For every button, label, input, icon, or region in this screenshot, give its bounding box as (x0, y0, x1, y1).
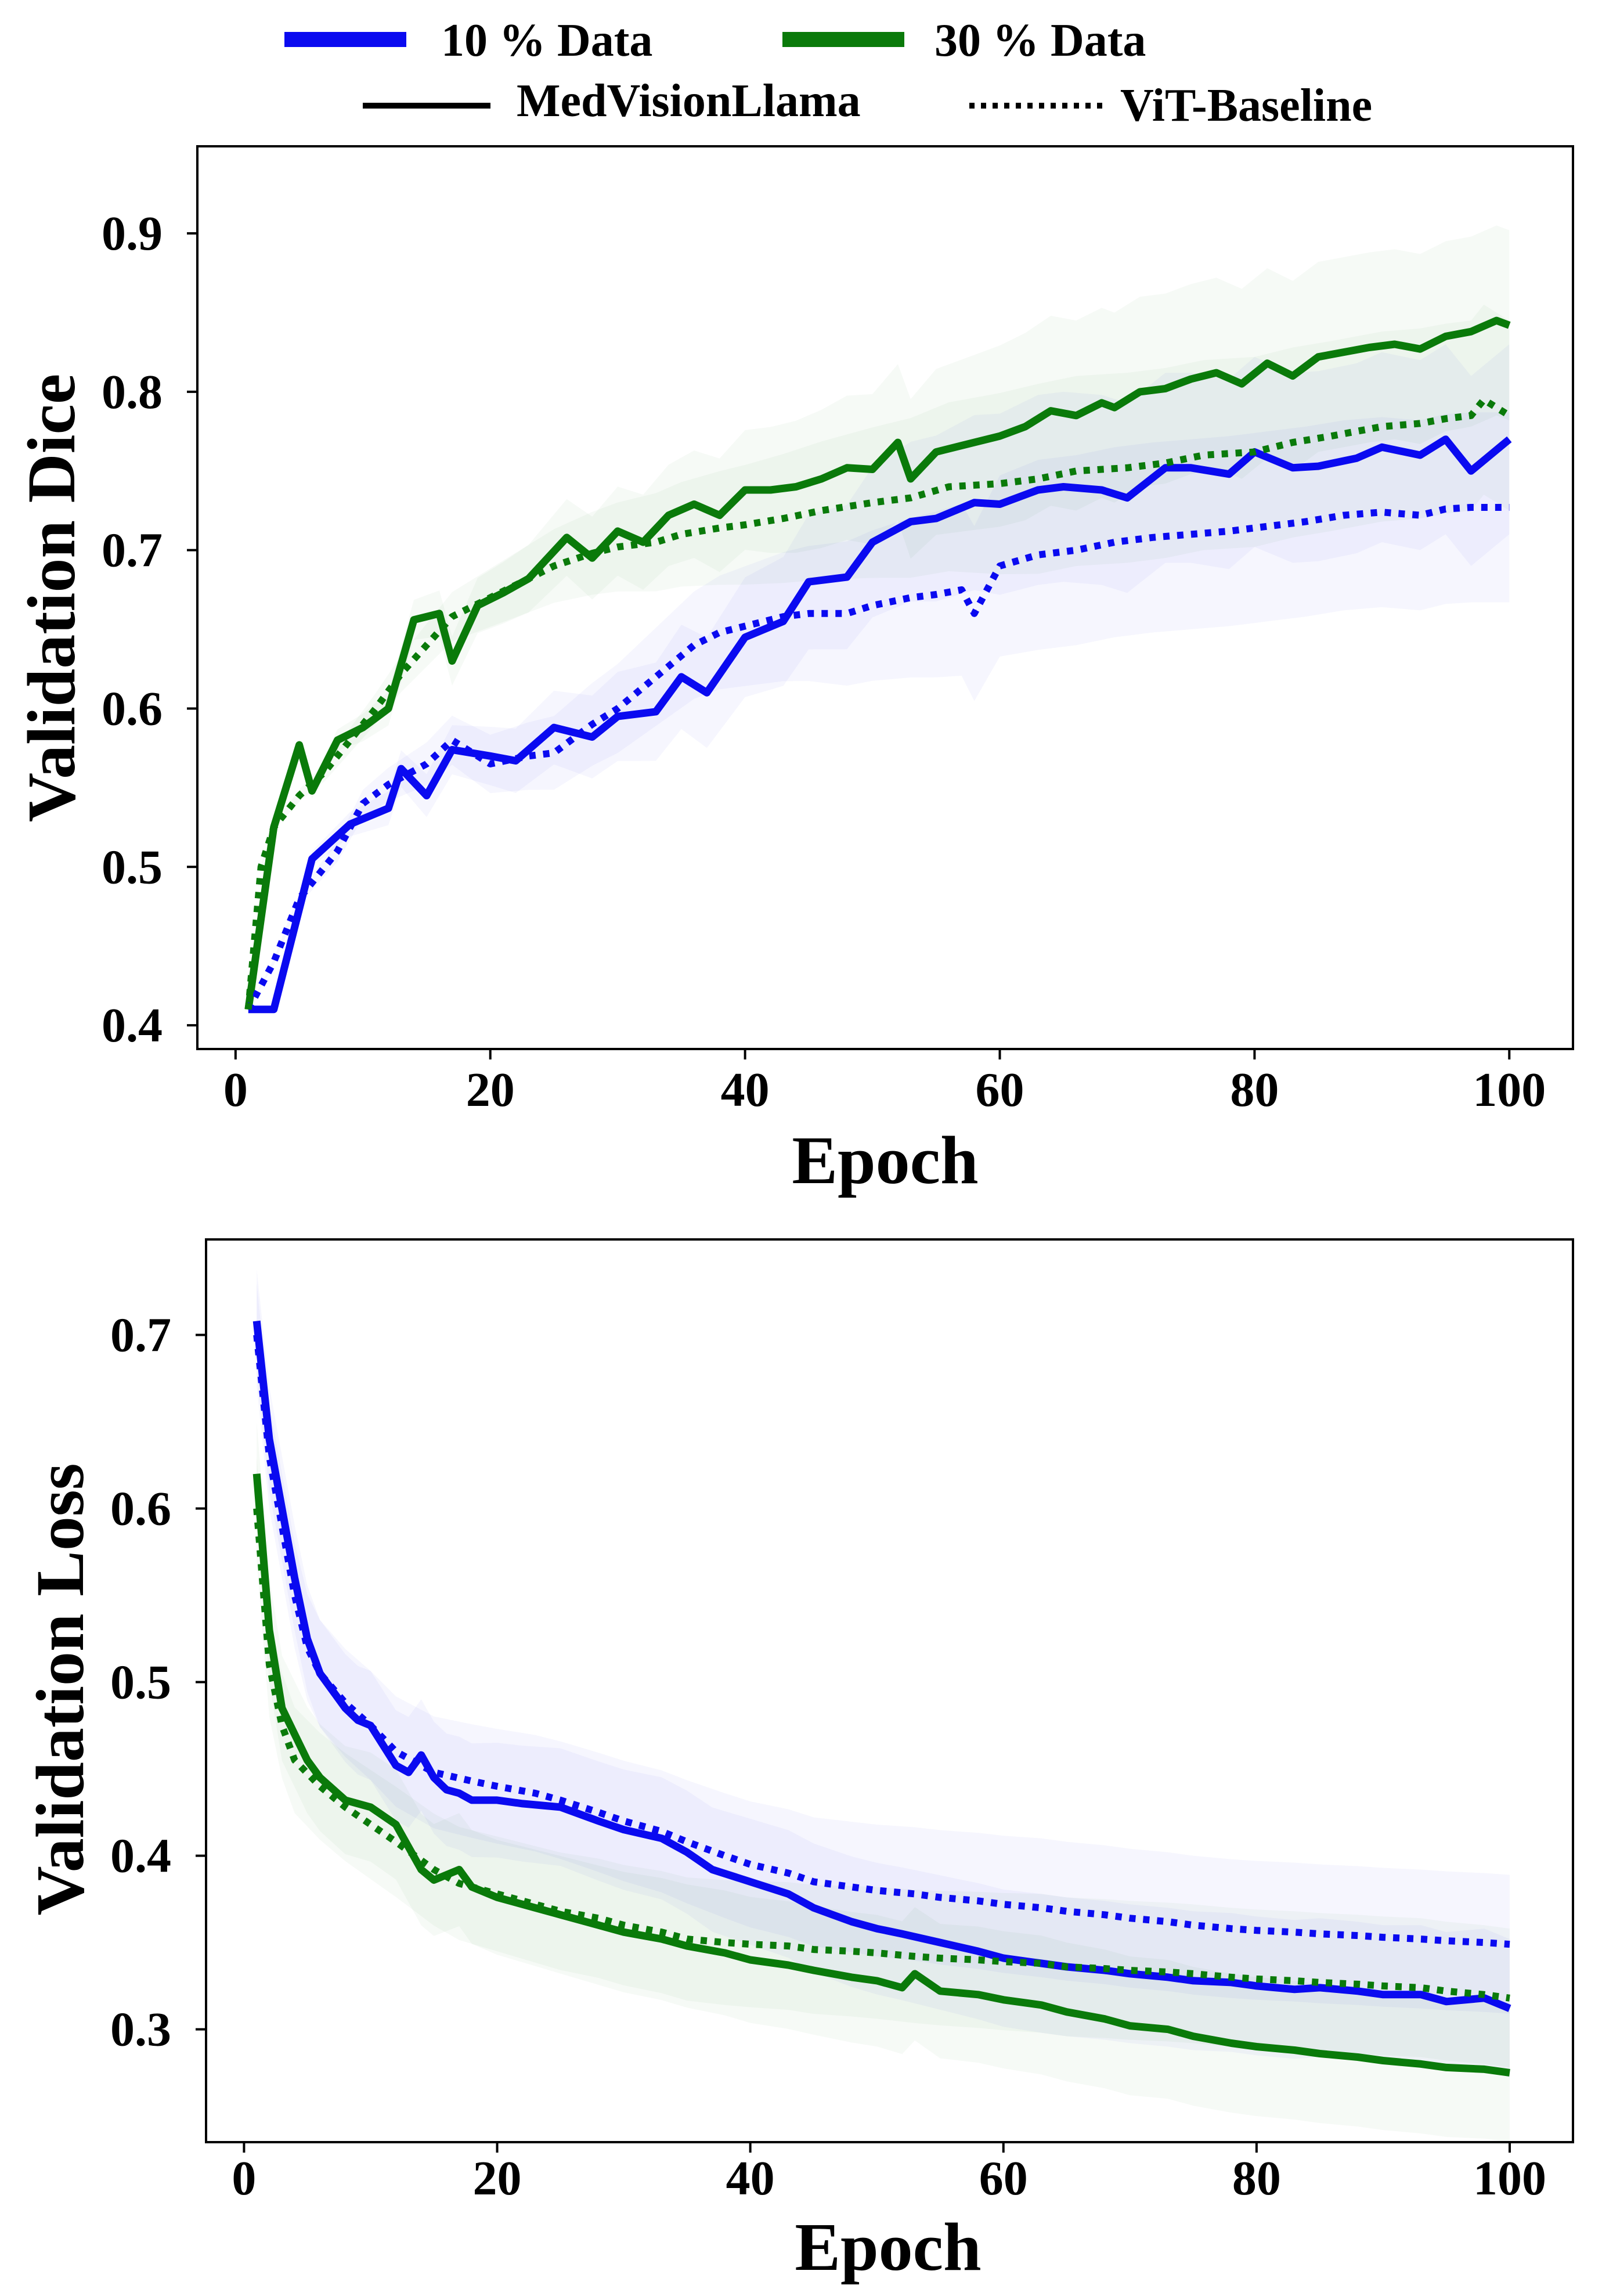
loss-x-tick-label: 100 (1473, 2151, 1546, 2205)
legend-label-medvisionllama: MedVisionLlama (517, 75, 861, 127)
dice-series-lines (244, 316, 1512, 1014)
dice-axis-ticks: 0 20 40 60 80 100 0.4 0.5 0.6 0.7 0.8 0.9 (102, 207, 1546, 1117)
loss-y-tick-label: 0.4 (110, 1829, 171, 1883)
loss-chart: 0 20 40 60 80 100 0.3 0.4 0.5 0.6 0.7 Epoch Valida… (22, 1238, 1574, 2285)
loss-x-tick-label: 80 (1232, 2151, 1281, 2205)
loss-series-lines (252, 1320, 1511, 2077)
loss-plot-frame (205, 1238, 1574, 2143)
dice-line-1 (244, 316, 1511, 1010)
dice-x-tick-label: 80 (1230, 1063, 1279, 1117)
loss-y-tick-label: 0.7 (110, 1308, 171, 1362)
legend: 10 % Data 30 % Data MedVisionLlama ViT-B… (284, 15, 1372, 131)
loss-confidence-bands (257, 1269, 1510, 2142)
loss-y-tick-label: 0.6 (110, 1482, 171, 1536)
loss-y-axis-label: Validation Loss (22, 1463, 98, 1915)
loss-y-tick-label: 0.5 (110, 1656, 171, 1710)
loss-y-tick-label: 0.3 (110, 2003, 171, 2057)
loss-x-tick-label: 60 (979, 2151, 1028, 2205)
loss-x-axis-label: Epoch (795, 2209, 981, 2285)
loss-x-tick-label: 40 (726, 2151, 775, 2205)
dice-y-axis-label: Validation Dice (13, 374, 89, 823)
legend-label-10-percent: 10 % Data (441, 15, 652, 66)
dice-y-tick-label: 0.9 (102, 207, 163, 261)
loss-axis-ticks: 0 20 40 60 80 100 0.3 0.4 0.5 0.6 0.7 (110, 1308, 1546, 2205)
dice-y-tick-label: 0.6 (102, 682, 163, 736)
loss-line-1 (252, 1473, 1510, 2077)
dice-x-tick-label: 60 (976, 1063, 1024, 1117)
dice-x-tick-label: 100 (1473, 1063, 1546, 1117)
loss-x-tick-label: 0 (232, 2151, 256, 2205)
dice-x-tick-label: 40 (721, 1063, 770, 1117)
dice-plot-frame (196, 145, 1574, 1050)
dice-line-3 (244, 396, 1511, 1010)
loss-line-0 (252, 1320, 1511, 2012)
dice-y-tick-label: 0.8 (102, 365, 163, 419)
dice-y-tick-label: 0.5 (102, 840, 163, 894)
dice-y-tick-label: 0.4 (102, 999, 163, 1053)
legend-label-30-percent: 30 % Data (934, 15, 1146, 66)
dice-chart: 0 20 40 60 80 100 0.4 0.5 0.6 0.7 0.8 0.9 Epoch Val… (13, 145, 1574, 1198)
dice-x-tick-label: 0 (223, 1063, 248, 1117)
dice-line-0 (248, 435, 1512, 1014)
dice-x-tick-label: 20 (466, 1063, 515, 1117)
dice-y-tick-label: 0.7 (102, 524, 163, 578)
legend-label-vit-baseline: ViT-Baseline (1120, 80, 1372, 131)
loss-x-tick-label: 20 (473, 2151, 522, 2205)
dice-x-axis-label: Epoch (792, 1122, 978, 1198)
